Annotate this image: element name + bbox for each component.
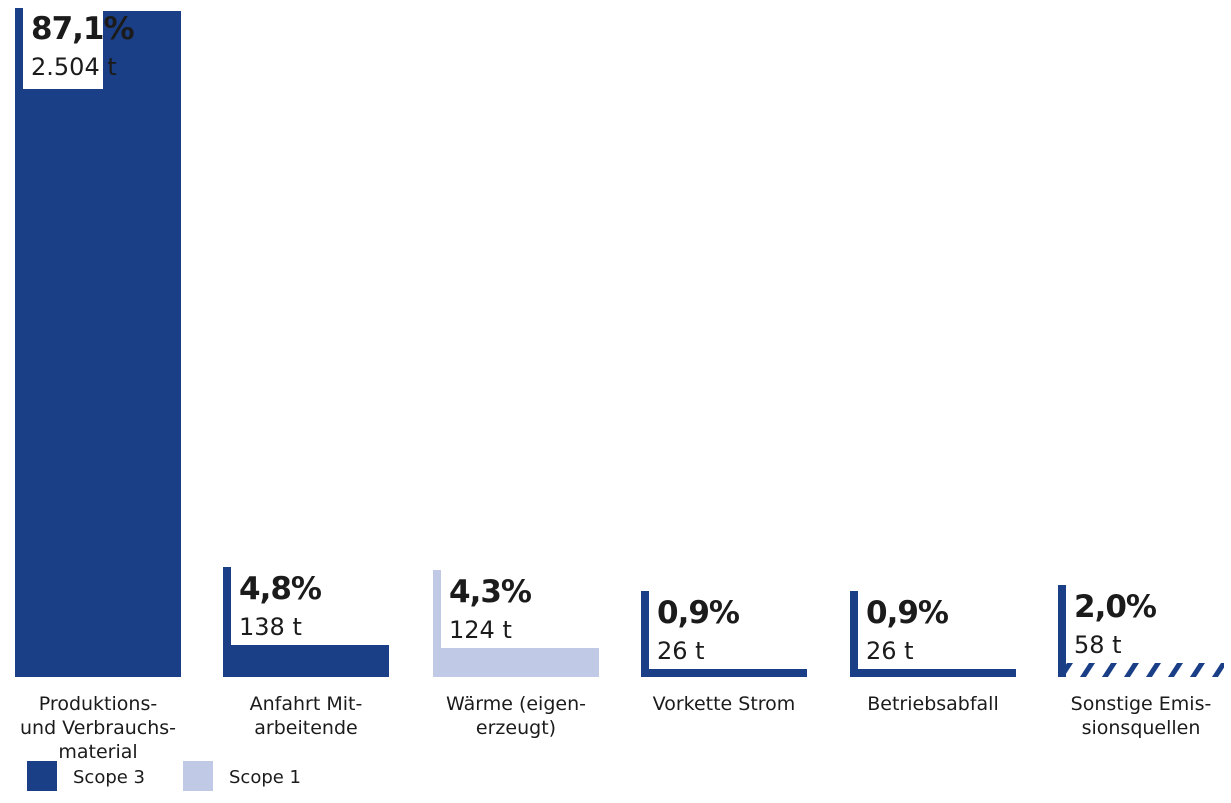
category-label: Wärme (eigen- [446,693,586,715]
bracket-produktions-und-verbrauchs-material [15,8,23,677]
percent-label: 4,8% [239,571,322,607]
legend-label-scope-3: Scope 3 [73,767,145,788]
bracket-sonstige-emis-sionsquellen [1058,585,1066,677]
bars-group [15,8,1224,677]
bracket-w-rme-eigen-erzeugt [433,570,441,677]
tonnes-label: 58 t [1074,631,1122,659]
bar-betriebsabfall [850,669,1016,677]
legend-label-scope-1: Scope 1 [229,767,301,788]
percent-label: 4,3% [449,574,532,610]
tonnes-label: 26 t [657,637,705,665]
label-background [23,8,103,89]
bracket-vorkette-strom [641,591,649,677]
category-label: Betriebsabfall [867,693,999,715]
percent-label: 0,9% [657,595,740,631]
category-label: arbeitende [254,717,357,739]
category-label: material [58,741,137,763]
bar-produktions-und-verbrauchs-material [15,11,181,677]
percent-label: 2,0% [1074,589,1157,625]
bar-sonstige-emis-sionsquellen [1058,663,1224,677]
tonnes-label: 2.504 t [31,53,117,81]
percent-label: 87,1% [31,11,134,47]
category-label: Sonstige Emis- [1071,693,1212,715]
category-labels-group: Produktions-und Verbrauchs-material Anfah… [20,693,1211,763]
bracket-anfahrt-mit-arbeitende [223,567,231,677]
category-label: und Verbrauchs- [20,717,176,739]
tonnes-label: 138 t [239,613,302,641]
legend-swatch-scope-3 [27,761,57,791]
category-label: Produktions- [39,693,157,715]
bracket-betriebsabfall [850,591,858,677]
category-label: Vorkette Strom [653,693,796,715]
legend-swatch-scope-1 [183,761,213,791]
legend: Scope 3 Scope 1 [27,761,301,791]
percent-label: 0,9% [866,595,949,631]
bar-w-rme-eigen-erzeugt [433,648,599,677]
category-label: sionsquellen [1082,717,1201,739]
category-label: Anfahrt Mit- [250,693,363,715]
value-labels-group: 87,1% 2.504 t 4,8% 138 t 4,3% 124 t 0,9% 26 t 0,… [31,11,1158,665]
tonnes-label: 124 t [449,616,512,644]
tonnes-label: 26 t [866,637,914,665]
bar-anfahrt-mit-arbeitende [223,645,389,677]
bar-vorkette-strom [641,669,807,677]
category-label: erzeugt) [476,717,556,739]
